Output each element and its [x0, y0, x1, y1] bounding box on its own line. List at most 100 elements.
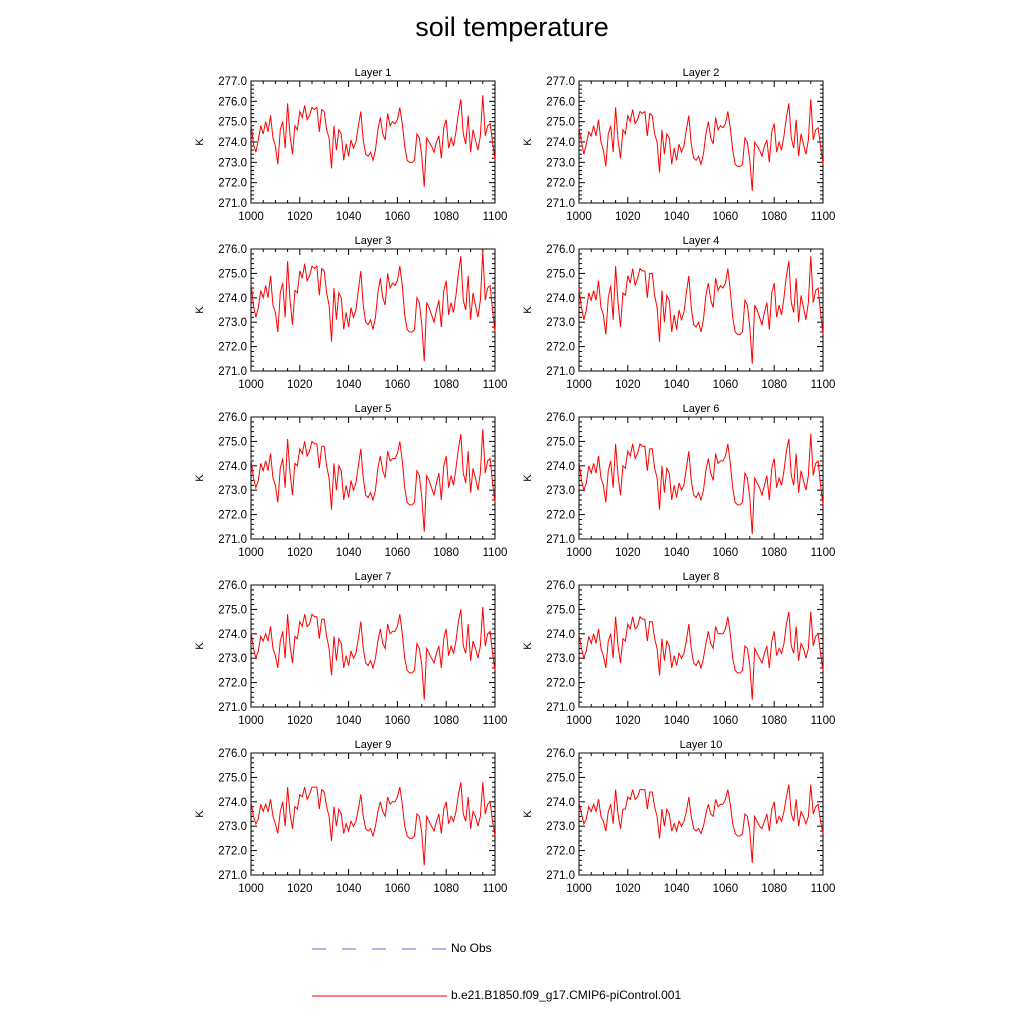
y-tick-label: 276.0: [546, 412, 575, 424]
series-line: [250, 606, 496, 700]
x-tick-label: 1040: [336, 211, 362, 223]
x-tick-label: 1100: [483, 547, 508, 559]
y-tick-label: 274.0: [546, 629, 575, 641]
y-tick-label: 276.0: [546, 96, 575, 108]
y-tick-label: 272.0: [546, 846, 575, 858]
x-tick-label: 1020: [615, 547, 641, 559]
y-tick-label: 272.0: [218, 342, 247, 354]
panel-title: Layer 9: [355, 739, 392, 751]
plot-frame: [250, 416, 496, 540]
panel-title: Layer 1: [355, 67, 392, 79]
y-tick-label: 275.0: [218, 772, 247, 784]
y-axis-label: K: [522, 642, 534, 650]
y-axis-label: K: [194, 138, 206, 146]
x-tick-label: 1020: [287, 211, 313, 223]
x-tick-label: 1060: [385, 211, 411, 223]
x-tick-label: 1100: [811, 883, 836, 895]
x-tick-label: 1060: [385, 547, 411, 559]
x-tick-label: 1080: [433, 211, 459, 223]
x-tick-label: 1060: [385, 715, 411, 727]
panel-title: Layer 5: [355, 403, 392, 415]
y-tick-label: 271.0: [218, 870, 247, 882]
x-tick-label: 1000: [238, 715, 264, 727]
y-tick-label: 275.0: [546, 117, 575, 129]
x-tick-label: 1080: [761, 715, 787, 727]
y-tick-label: 271.0: [546, 198, 575, 210]
x-tick-label: 1040: [336, 883, 362, 895]
x-tick-label: 1020: [287, 715, 313, 727]
plot-frame: [250, 584, 496, 708]
x-tick-label: 1020: [615, 715, 641, 727]
x-tick-label: 1100: [811, 547, 836, 559]
series-line: [578, 611, 824, 700]
y-tick-label: 272.0: [218, 510, 247, 522]
panel-8: Layer 8 K 1000 1020 1040 1060 1080 1100 271.0 272…: [522, 571, 835, 727]
x-tick-label: 1080: [761, 547, 787, 559]
y-tick-label: 273.0: [546, 821, 575, 833]
plot-frame: [578, 584, 824, 708]
y-tick-label: 272.0: [546, 178, 575, 190]
panel-3: Layer 3 K 1000 1020 1040 1060 1080 1100 271.0 272…: [194, 235, 507, 391]
y-tick-label: 273.0: [546, 485, 575, 497]
y-tick-label: 275.0: [546, 772, 575, 784]
x-tick-label: 1080: [761, 883, 787, 895]
y-axis-label: K: [194, 810, 206, 818]
x-tick-label: 1000: [238, 379, 264, 391]
panel-10: Layer 10 K 1000 1020 1040 1060 1080 1100 271.0 27…: [522, 739, 835, 895]
y-tick-label: 274.0: [218, 461, 247, 473]
y-tick-label: 275.0: [546, 436, 575, 448]
series-line: [250, 95, 496, 187]
y-tick-label: 274.0: [218, 629, 247, 641]
y-tick-label: 273.0: [218, 653, 247, 665]
panel-2: Layer 2 K 1000 1020 1040 1060 1080 1100 271.0 272…: [522, 67, 835, 223]
y-tick-label: 271.0: [546, 702, 575, 714]
y-tick-label: 271.0: [218, 198, 247, 210]
y-tick-label: 272.0: [546, 342, 575, 354]
panel-title: Layer 3: [355, 235, 392, 247]
y-axis-label: K: [194, 306, 206, 314]
y-tick-label: 274.0: [218, 293, 247, 305]
y-axis-label: K: [522, 306, 534, 314]
x-tick-label: 1000: [566, 883, 592, 895]
panel-7: Layer 7 K 1000 1020 1040 1060 1080 1100 271.0 272…: [194, 571, 507, 727]
series-line: [250, 251, 496, 362]
series-line: [578, 256, 824, 364]
x-tick-label: 1040: [336, 715, 362, 727]
y-tick-label: 275.0: [218, 117, 247, 129]
y-tick-label: 274.0: [218, 137, 247, 149]
y-axis-label: K: [194, 642, 206, 650]
x-tick-label: 1000: [566, 211, 592, 223]
plot-frame: [578, 752, 824, 876]
y-tick-label: 273.0: [218, 317, 247, 329]
plot-frame: [578, 416, 824, 540]
y-tick-label: 276.0: [546, 748, 575, 760]
x-tick-label: 1020: [287, 547, 313, 559]
y-tick-label: 273.0: [218, 157, 247, 169]
y-tick-label: 276.0: [546, 244, 575, 256]
y-tick-label: 273.0: [218, 821, 247, 833]
x-tick-label: 1060: [713, 547, 739, 559]
y-tick-label: 273.0: [218, 485, 247, 497]
x-tick-label: 1060: [713, 715, 739, 727]
y-tick-label: 271.0: [218, 702, 247, 714]
y-tick-label: 276.0: [218, 96, 247, 108]
panel-title: Layer 6: [683, 403, 720, 415]
x-tick-label: 1020: [287, 379, 313, 391]
y-tick-label: 271.0: [218, 534, 247, 546]
x-tick-label: 1080: [761, 379, 787, 391]
series-line: [578, 784, 824, 863]
x-tick-label: 1060: [713, 883, 739, 895]
x-tick-label: 1000: [238, 883, 264, 895]
plot-frame: [578, 80, 824, 204]
x-tick-label: 1000: [566, 715, 592, 727]
x-tick-label: 1080: [761, 211, 787, 223]
x-tick-label: 1040: [664, 547, 690, 559]
x-tick-label: 1000: [238, 547, 264, 559]
plot-frame: [250, 752, 496, 876]
x-tick-label: 1100: [483, 211, 508, 223]
y-tick-label: 273.0: [546, 157, 575, 169]
x-tick-label: 1040: [336, 547, 362, 559]
y-tick-label: 272.0: [218, 846, 247, 858]
x-tick-label: 1060: [385, 379, 411, 391]
